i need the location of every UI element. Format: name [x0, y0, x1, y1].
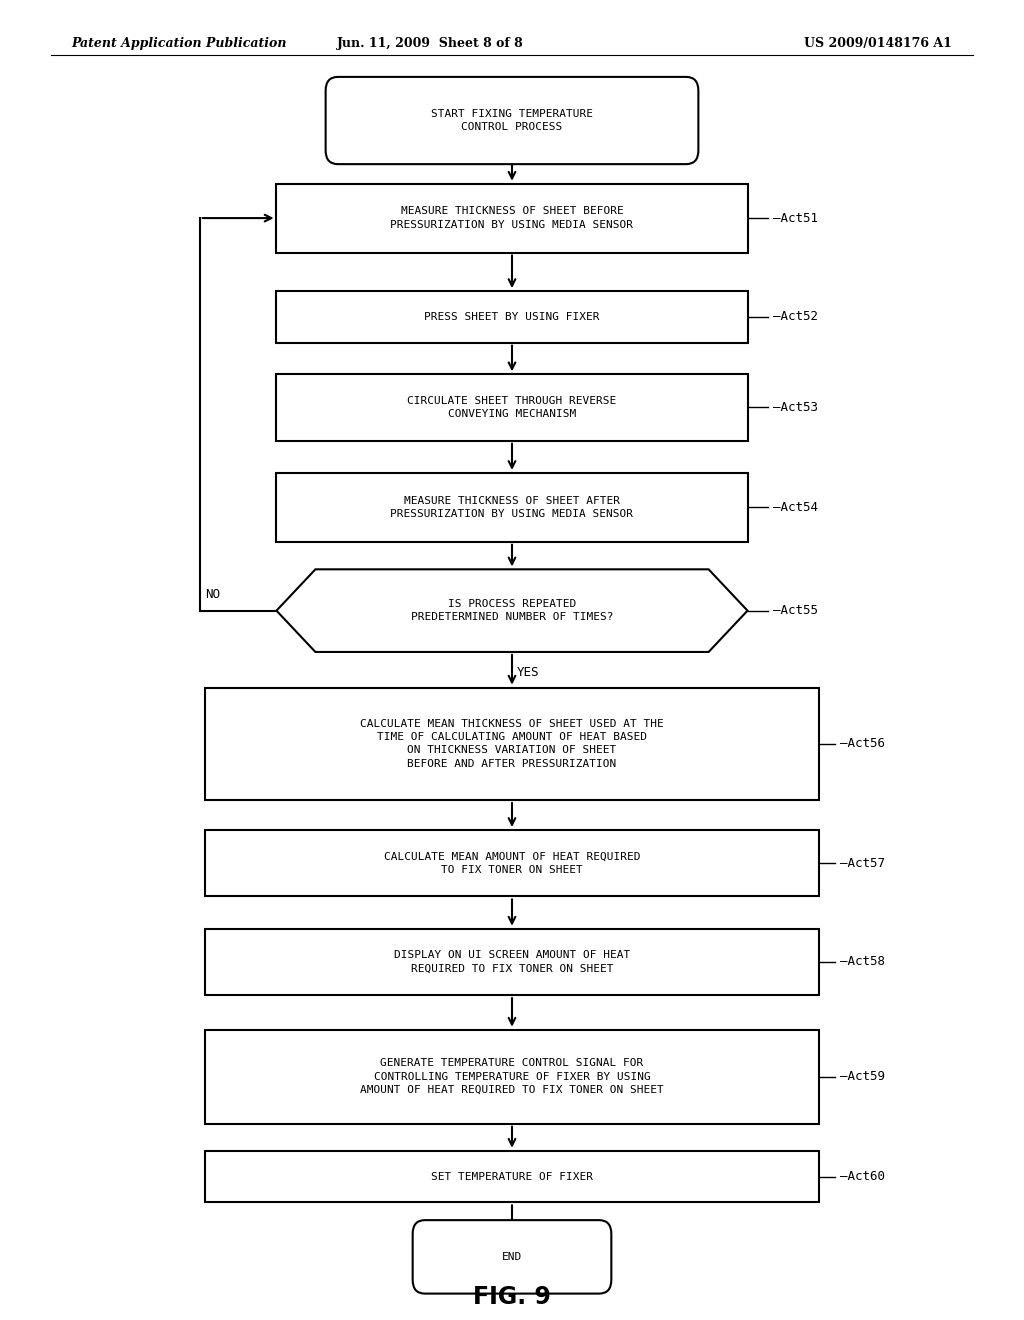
FancyBboxPatch shape: [326, 77, 698, 164]
Text: YES: YES: [517, 665, 540, 678]
Bar: [205, 688, 819, 800]
Bar: [276, 183, 748, 252]
Text: —Act53: —Act53: [773, 401, 818, 414]
FancyBboxPatch shape: [413, 1220, 611, 1294]
Text: —Act59: —Act59: [840, 1071, 885, 1084]
Text: SET TEMPERATURE OF FIXER: SET TEMPERATURE OF FIXER: [431, 1172, 593, 1181]
Text: CALCULATE MEAN AMOUNT OF HEAT REQUIRED
TO FIX TONER ON SHEET: CALCULATE MEAN AMOUNT OF HEAT REQUIRED T…: [384, 851, 640, 875]
Bar: [205, 1151, 819, 1203]
Text: Patent Application Publication: Patent Application Publication: [72, 37, 287, 50]
Text: START FIXING TEMPERATURE
CONTROL PROCESS: START FIXING TEMPERATURE CONTROL PROCESS: [431, 110, 593, 132]
Text: DISPLAY ON UI SCREEN AMOUNT OF HEAT
REQUIRED TO FIX TONER ON SHEET: DISPLAY ON UI SCREEN AMOUNT OF HEAT REQU…: [394, 950, 630, 973]
Polygon shape: [276, 569, 748, 652]
Text: NO: NO: [205, 589, 220, 602]
Bar: [205, 1030, 819, 1123]
Text: Jun. 11, 2009  Sheet 8 of 8: Jun. 11, 2009 Sheet 8 of 8: [337, 37, 523, 50]
Text: —Act56: —Act56: [840, 738, 885, 750]
Bar: [205, 830, 819, 896]
Text: FIG. 9: FIG. 9: [473, 1286, 551, 1309]
Text: MEASURE THICKNESS OF SHEET AFTER
PRESSURIZATION BY USING MEDIA SENSOR: MEASURE THICKNESS OF SHEET AFTER PRESSUR…: [390, 496, 634, 519]
Bar: [276, 374, 748, 441]
Text: —Act58: —Act58: [840, 956, 885, 969]
Text: GENERATE TEMPERATURE CONTROL SIGNAL FOR
CONTROLLING TEMPERATURE OF FIXER BY USIN: GENERATE TEMPERATURE CONTROL SIGNAL FOR …: [360, 1059, 664, 1094]
Text: —Act52: —Act52: [773, 310, 818, 323]
Text: PRESS SHEET BY USING FIXER: PRESS SHEET BY USING FIXER: [424, 312, 600, 322]
Text: —Act60: —Act60: [840, 1170, 885, 1183]
Text: US 2009/0148176 A1: US 2009/0148176 A1: [805, 37, 952, 50]
Text: —Act54: —Act54: [773, 500, 818, 513]
Bar: [276, 473, 748, 541]
Text: CALCULATE MEAN THICKNESS OF SHEET USED AT THE
TIME OF CALCULATING AMOUNT OF HEAT: CALCULATE MEAN THICKNESS OF SHEET USED A…: [360, 719, 664, 768]
Text: —Act51: —Act51: [773, 211, 818, 224]
Text: —Act57: —Act57: [840, 857, 885, 870]
Bar: [205, 928, 819, 995]
Text: —Act55: —Act55: [773, 605, 818, 618]
Text: END: END: [502, 1251, 522, 1262]
Text: CIRCULATE SHEET THROUGH REVERSE
CONVEYING MECHANISM: CIRCULATE SHEET THROUGH REVERSE CONVEYIN…: [408, 396, 616, 418]
Text: IS PROCESS REPEATED
PREDETERMINED NUMBER OF TIMES?: IS PROCESS REPEATED PREDETERMINED NUMBER…: [411, 599, 613, 622]
Text: MEASURE THICKNESS OF SHEET BEFORE
PRESSURIZATION BY USING MEDIA SENSOR: MEASURE THICKNESS OF SHEET BEFORE PRESSU…: [390, 206, 634, 230]
Bar: [276, 290, 748, 343]
